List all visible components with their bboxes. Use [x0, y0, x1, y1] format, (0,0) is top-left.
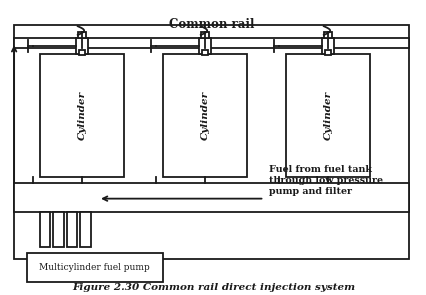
Text: Cylinder: Cylinder [77, 91, 86, 140]
Bar [14, 183, 408, 212]
Bar [75, 38, 88, 54]
Bar [27, 253, 162, 282]
Text: Figure 2.30 Common rail direct injection system: Figure 2.30 Common rail direct injection… [72, 283, 354, 292]
Bar [201, 50, 208, 55]
Bar [324, 50, 331, 55]
Bar [40, 212, 50, 247]
Bar [78, 32, 86, 38]
Text: Common rail: Common rail [168, 18, 253, 31]
Text: Fuel from fuel tank
through low pressure
pump and filter: Fuel from fuel tank through low pressure… [268, 165, 382, 196]
Text: Cylinder: Cylinder [323, 91, 332, 140]
Bar [78, 50, 85, 55]
Bar [162, 54, 247, 177]
Bar [14, 38, 408, 48]
Bar [53, 212, 63, 247]
Bar [323, 32, 331, 38]
Bar [198, 38, 211, 54]
Text: Cylinder: Cylinder [200, 91, 209, 140]
Text: Multicylinder fuel pump: Multicylinder fuel pump [39, 263, 150, 272]
Bar [80, 212, 91, 247]
Bar [321, 38, 334, 54]
Bar [201, 32, 208, 38]
Bar [14, 25, 408, 258]
Bar [66, 212, 77, 247]
Bar [40, 54, 124, 177]
Bar [285, 54, 370, 177]
